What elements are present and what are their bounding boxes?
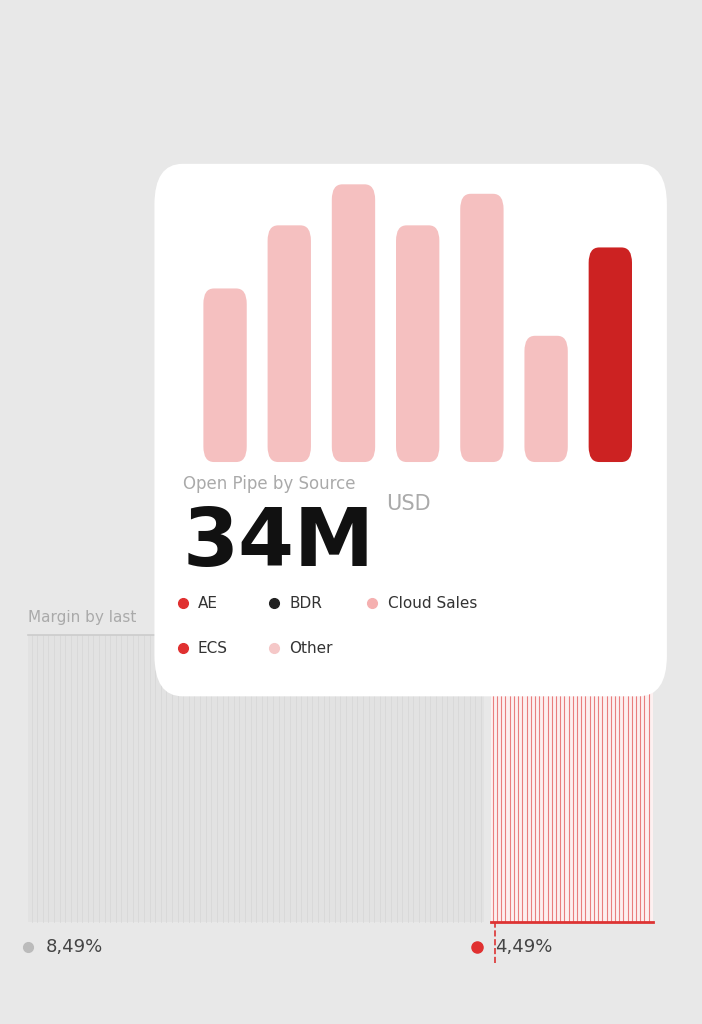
Text: Other: Other (289, 641, 333, 656)
Text: Margin by last: Margin by last (28, 609, 136, 625)
FancyBboxPatch shape (204, 289, 246, 462)
Text: Open Pipe by Source: Open Pipe by Source (183, 475, 355, 494)
Text: 8,49%: 8,49% (46, 938, 103, 956)
FancyBboxPatch shape (524, 336, 568, 462)
Bar (491, 686, 653, 922)
Bar (28, 635, 484, 922)
FancyBboxPatch shape (154, 164, 667, 696)
FancyBboxPatch shape (267, 225, 311, 462)
Text: 34M: 34M (183, 505, 375, 583)
Text: BDR: BDR (289, 596, 322, 610)
FancyBboxPatch shape (396, 225, 439, 462)
Text: USD: USD (386, 495, 431, 514)
FancyBboxPatch shape (589, 248, 632, 462)
Text: ECS: ECS (198, 641, 228, 656)
Text: AE: AE (198, 596, 218, 610)
Text: 4,49%: 4,49% (495, 938, 552, 956)
FancyBboxPatch shape (461, 194, 503, 462)
FancyBboxPatch shape (18, 10, 684, 1014)
FancyBboxPatch shape (332, 184, 375, 462)
Text: Cloud Sales: Cloud Sales (388, 596, 477, 610)
